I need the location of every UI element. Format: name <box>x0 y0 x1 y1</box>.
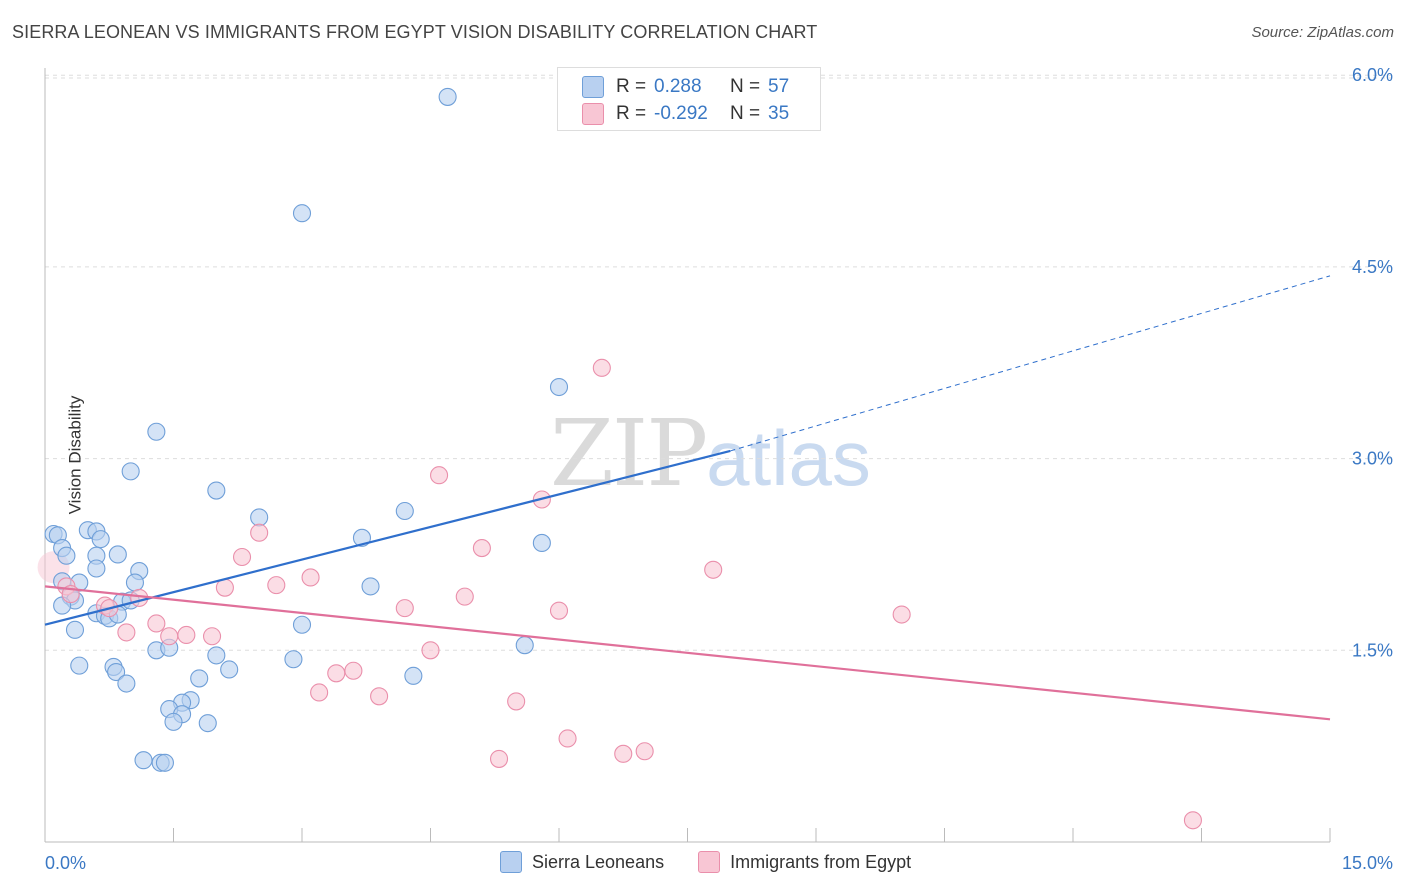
legend-swatch-pink <box>698 851 721 873</box>
y-tick-label: 4.5% <box>1352 257 1393 277</box>
legend-item-sierra-leoneans: Sierra Leoneans <box>500 851 664 873</box>
sierra-leoneans-point <box>292 204 312 223</box>
n-label: N = <box>730 76 761 97</box>
egypt-point <box>472 539 491 558</box>
egypt-point <box>635 742 654 761</box>
egypt-point <box>130 588 149 607</box>
x-tick-label-max: 15.0% <box>1342 853 1393 873</box>
sierra-leoneans-point <box>361 577 380 596</box>
sierra-leoneans-point <box>190 669 209 688</box>
egypt-point <box>203 627 222 646</box>
sierra-leoneans-point <box>155 753 174 772</box>
sierra-leoneans-point <box>65 620 85 639</box>
correlation-legend: R = 0.288 N = 57 R = -0.292 N = 35 <box>557 67 821 131</box>
egypt-trendline <box>44 585 1331 721</box>
egypt-point <box>327 664 346 683</box>
legend-label: Immigrants from Egypt <box>730 851 912 872</box>
y-tick-label: 1.5% <box>1352 640 1393 660</box>
legend-item-egypt: Immigrants from Egypt <box>698 851 911 873</box>
source-attribution: Source: ZipAtlas.com <box>1251 24 1394 41</box>
sierra-leoneans-point <box>125 573 144 592</box>
egypt-point <box>1183 811 1202 830</box>
egypt-point <box>177 625 196 645</box>
legend-label: Sierra Leoneans <box>532 851 665 872</box>
egypt-point <box>489 749 509 768</box>
egypt-point <box>430 466 449 485</box>
egypt-point <box>421 641 440 660</box>
chart-title: SIERRA LEONEAN VS IMMIGRANTS FROM EGYPT … <box>12 22 818 42</box>
egypt-point <box>558 729 577 748</box>
sierra-leoneans-trendline <box>44 449 731 626</box>
sierra-leoneans-point <box>404 666 423 685</box>
sierra-leoneans-point <box>207 481 226 500</box>
sierra-leoneans-point <box>438 87 457 106</box>
sierra-leoneans-point <box>121 462 140 481</box>
egypt-point <box>344 661 363 680</box>
egypt-point <box>160 627 179 646</box>
y-tick-label: 6.0% <box>1352 65 1393 85</box>
sierra-leoneans-point <box>164 712 183 731</box>
sierra-leoneans-point <box>352 528 372 547</box>
egypt-point <box>310 683 329 702</box>
egypt-point <box>507 692 526 711</box>
egypt-point <box>301 568 320 587</box>
egypt-point <box>370 687 389 706</box>
egypt-point <box>250 523 269 542</box>
sierra-leoneans-point <box>250 508 269 527</box>
sierra-leoneans-point <box>87 559 106 578</box>
sierra-leoneans-point <box>515 636 534 655</box>
legend-row-sierra-leoneans: R = 0.288 N = 57 <box>582 75 789 99</box>
n-value: 57 <box>768 76 790 97</box>
sierra-leoneans-point <box>117 674 136 693</box>
legend-swatch-pink <box>582 103 604 125</box>
egypt-point <box>614 744 633 763</box>
sierra-leoneans-point <box>292 615 312 634</box>
sierra-leoneans-point <box>549 377 569 397</box>
egypt-point <box>117 623 136 642</box>
sierra-leoneans-point <box>220 660 239 679</box>
r-label: R = <box>616 103 647 124</box>
egypt-point <box>704 560 723 579</box>
egypt-point <box>549 601 569 620</box>
r-value: 0.288 <box>654 76 702 97</box>
legend-row-egypt: R = -0.292 N = 35 <box>582 102 789 126</box>
sierra-leoneans-point <box>57 546 76 565</box>
sierra-leoneans-point <box>284 650 303 669</box>
sierra-leoneans-point <box>107 662 126 682</box>
egypt-point <box>232 547 252 567</box>
watermark-atlas: atlas <box>706 414 871 502</box>
sierra-leoneans-point <box>108 545 127 564</box>
sierra-leoneans-point <box>198 714 217 733</box>
egypt-point <box>267 576 286 595</box>
y-axis-label: Vision Disability <box>65 395 85 515</box>
n-value: 35 <box>768 103 790 124</box>
sierra-leoneans-trendline-extension <box>730 275 1331 452</box>
r-label: R = <box>616 76 647 97</box>
x-tick-label-min: 0.0% <box>45 853 86 873</box>
egypt-point <box>395 599 414 618</box>
sierra-leoneans-point <box>395 501 414 521</box>
n-label: N = <box>730 103 761 124</box>
sierra-leoneans-point <box>134 751 153 770</box>
legend-swatch-blue <box>582 76 604 98</box>
egypt-point <box>592 358 611 377</box>
legend-swatch-blue <box>500 851 522 873</box>
y-tick-label: 3.0% <box>1352 449 1393 469</box>
sierra-leoneans-point <box>91 530 110 549</box>
sierra-leoneans-point <box>70 656 89 675</box>
egypt-point <box>147 614 166 633</box>
series-legend: Sierra Leoneans Immigrants from Egypt <box>500 851 945 873</box>
egypt-point <box>892 605 911 624</box>
egypt-point <box>455 587 474 606</box>
sierra-leoneans-point <box>207 646 226 665</box>
sierra-leoneans-point <box>532 533 551 552</box>
r-value: -0.292 <box>654 103 708 124</box>
sierra-leoneans-point <box>147 422 166 441</box>
